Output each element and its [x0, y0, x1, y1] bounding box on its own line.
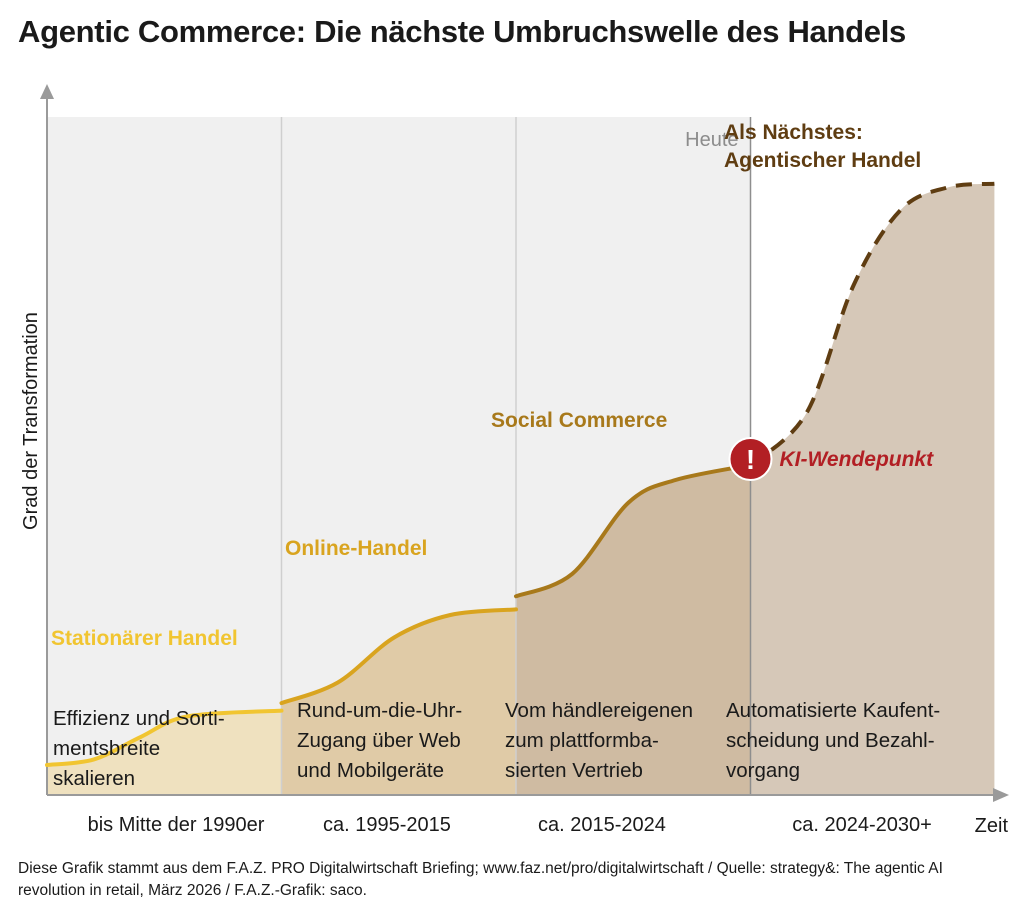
description-agentic-line-1: Automatisierte Kaufent-: [726, 699, 940, 722]
y-axis-arrow: [40, 84, 54, 99]
x-tick-stationaer: bis Mitte der 1990er: [88, 814, 265, 836]
description-social-line-2: zum plattformba-: [505, 729, 659, 752]
curve-agentic: [749, 181, 995, 467]
chart-title: Agentic Commerce: Die nächste Umbruchswe…: [18, 14, 906, 49]
phase-name-social: Social Commerce: [491, 409, 667, 432]
description-agentic-line-3: vorgang: [726, 759, 800, 782]
turning-point-marker: [728, 437, 773, 481]
x-axis-label: Zeit: [975, 815, 1009, 837]
phase-name-agentic-line-1: Als Nächstes:: [724, 121, 863, 144]
description-online-line-1: Rund-um-die-Uhr-: [297, 699, 462, 722]
today-label: Heute: [685, 129, 738, 151]
curve-social: [514, 463, 753, 599]
description-stationaer-line-1: Effizienz und Sorti-: [53, 707, 225, 730]
turning-point-label: KI-Wendepunkt: [780, 448, 935, 471]
description-agentic-line-2: scheidung und Bezahl-: [726, 729, 935, 752]
description-online-line-3: und Mobilgeräte: [297, 759, 444, 782]
phase-name-online: Online-Handel: [285, 537, 427, 560]
description-social-line-1: Vom händlereigenen: [505, 699, 693, 722]
curve-online: [279, 607, 518, 706]
source-note: Diese Grafik stammt aus dem F.A.Z. PRO D…: [18, 860, 943, 899]
phase-name-stationaer: Stationärer Handel: [51, 627, 238, 650]
x-axis-arrow: [993, 788, 1009, 802]
turning-point-icon: !: [746, 444, 755, 475]
x-tick-online: ca. 1995-2015: [323, 814, 451, 836]
area-agentic: [750, 183, 995, 796]
curve-stationaer: [45, 708, 284, 767]
description-stationaer-line-2: mentsbreite: [53, 737, 160, 760]
x-tick-social: ca. 2015-2024: [538, 814, 666, 836]
x-tick-agentic: ca. 2024-2030+: [792, 814, 932, 836]
description-online-line-2: Zugang über Web: [297, 729, 461, 752]
area-social: [516, 465, 751, 795]
area-online: [281, 609, 516, 795]
area-stationaer: [47, 710, 282, 795]
phase-name-agentic-line-2: Agentischer Handel: [724, 149, 921, 172]
y-axis-label: Grad der Transformation: [20, 312, 42, 530]
description-stationaer-line-3: skalieren: [53, 767, 135, 790]
description-social-line-3: sierten Vertrieb: [505, 759, 643, 782]
